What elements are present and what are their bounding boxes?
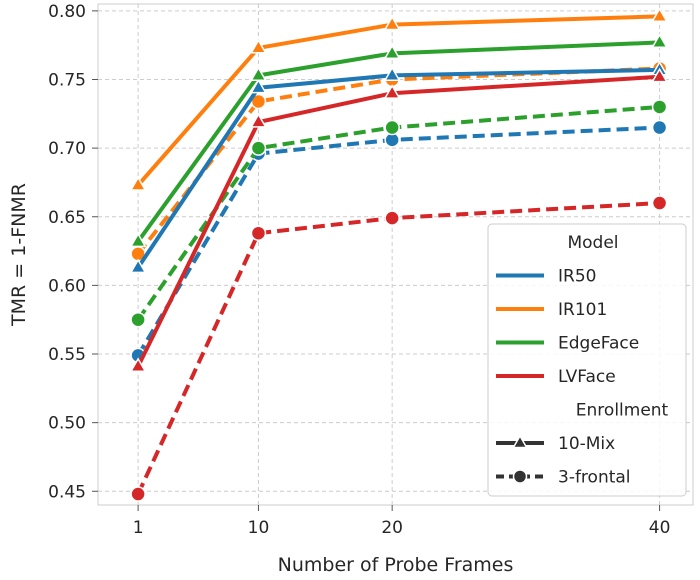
series-line (136, 74, 660, 368)
data-point-triangle (129, 357, 147, 372)
data-point-triangle (651, 7, 668, 22)
legend-box (487, 223, 687, 497)
plot-frame (97, 3, 694, 506)
data-point-triangle (250, 38, 267, 54)
x-tick-label: 10 (248, 518, 270, 538)
y-tick-label: 0.45 (48, 482, 86, 502)
y-tick-label: 0.65 (48, 208, 86, 228)
data-point-triangle (383, 66, 401, 82)
y-axis-label: TMR = 1-FNMR (8, 183, 30, 327)
y-tick-label: 0.75 (48, 70, 86, 90)
data-point-circle (250, 140, 267, 156)
legend-marker-circle (512, 469, 528, 484)
data-point-circle (651, 119, 668, 136)
data-point-circle (651, 195, 668, 211)
data-point-circle (250, 225, 267, 241)
series-line (136, 14, 660, 187)
data-point-circle (130, 311, 146, 328)
data-point-triangle (250, 78, 267, 94)
x-axis-ticks: 1 10 20 40 (133, 505, 671, 538)
legend-label-ir50: IR50 (558, 267, 596, 287)
series-line (136, 125, 660, 357)
legend-label-ir101: IR101 (558, 300, 607, 320)
legend-title-enrollment: Enrollment (576, 401, 669, 421)
data-point-triangle (250, 66, 267, 82)
legend-title-model: Model (567, 233, 618, 253)
x-axis-label: Number of Probe Frames (278, 554, 514, 576)
x-tick-label: 40 (649, 518, 671, 538)
data-point-triangle (383, 15, 401, 31)
data-point-triangle (129, 176, 147, 191)
data-point-circle (384, 119, 400, 136)
x-tick-label: 1 (133, 518, 144, 538)
data-point-triangle (129, 258, 147, 274)
y-tick-label: 0.50 (48, 414, 86, 434)
series-line (136, 40, 660, 243)
x-tick-label: 20 (381, 518, 403, 538)
series-group (129, 7, 668, 502)
series-lvface-3-frontal (130, 195, 668, 502)
y-tick-label: 0.80 (48, 2, 86, 22)
data-point-triangle (651, 67, 668, 83)
series-edgeface-3-frontal (130, 99, 668, 328)
data-point-triangle (250, 113, 267, 128)
data-point-circle (384, 210, 400, 226)
data-point-triangle (651, 33, 668, 49)
series-edgeface-10-mix (129, 33, 668, 248)
series-ir101-10-mix (129, 7, 668, 191)
series-line (136, 67, 660, 269)
legend-label-edgeface: EdgeFace (558, 334, 639, 354)
data-point-triangle (129, 232, 147, 248)
legend-label-lvface: LVFace (558, 367, 616, 387)
y-tick-label: 0.60 (48, 276, 86, 296)
data-point-circle (130, 486, 146, 502)
series-line (136, 104, 660, 321)
y-axis-ticks: 0.45 0.50 0.55 0.60 0.65 0.70 0.75 0.80 (48, 2, 98, 502)
data-point-circle (651, 99, 668, 115)
legend-label-10-mix: 10-Mix (558, 434, 615, 454)
data-point-triangle (383, 84, 401, 99)
legend-label-3-frontal: 3-frontal (558, 468, 631, 488)
legend: Model IR50 IR101 EdgeFace LVFace Enrollment 10… (487, 223, 687, 497)
legend-marker-triangle (512, 434, 528, 449)
y-tick-label: 0.70 (48, 139, 86, 159)
series-lvface-10-mix (129, 67, 668, 372)
data-point-triangle (383, 44, 401, 60)
y-tick-label: 0.55 (48, 345, 86, 365)
